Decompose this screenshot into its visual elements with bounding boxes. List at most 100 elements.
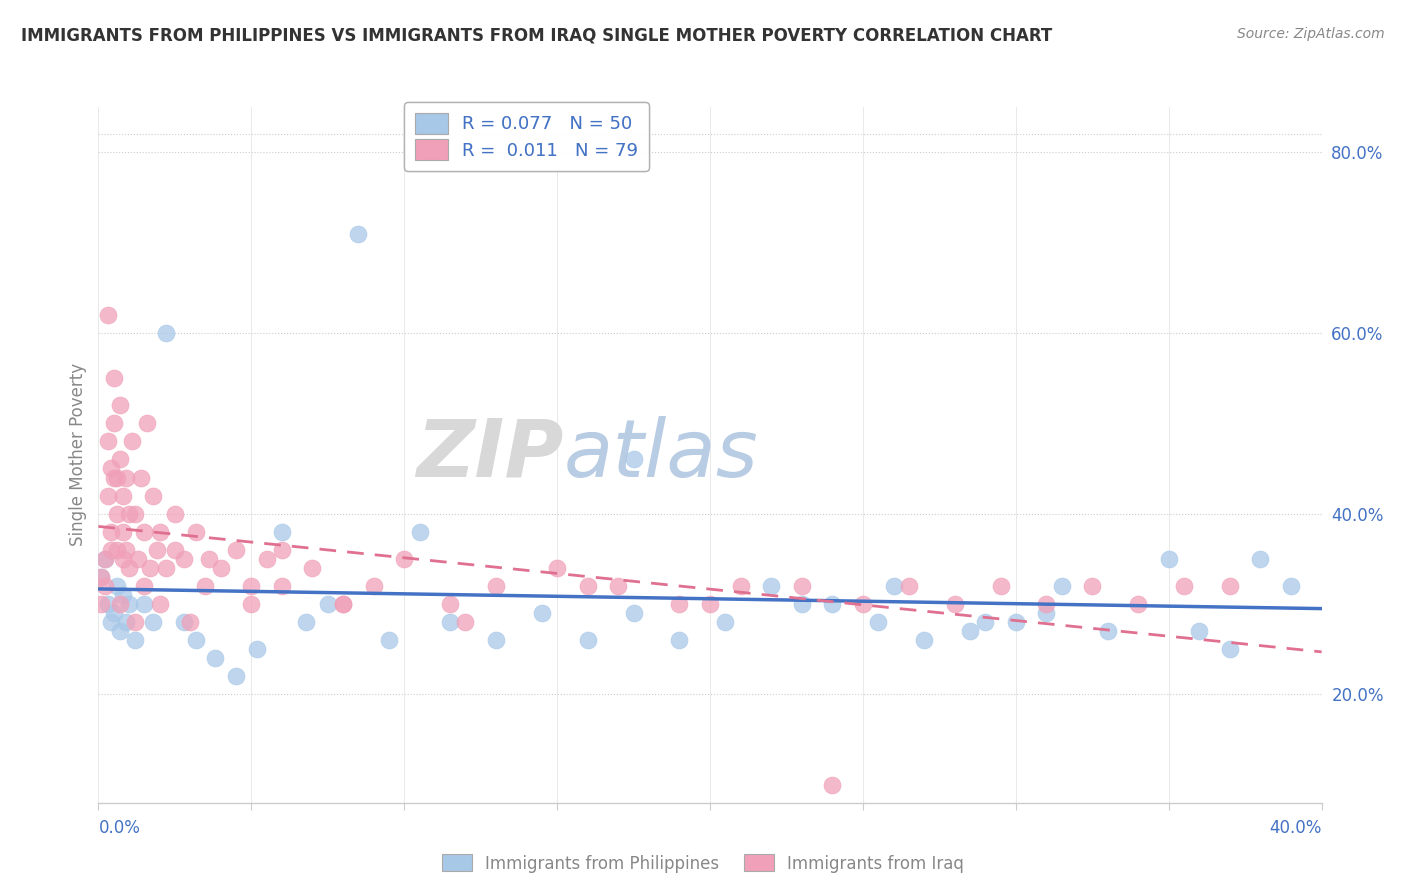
Point (623, 606, 645, 620)
Point (225, 669, 247, 683)
Point (103, 417, 125, 431)
Point (1219, 579, 1241, 593)
Point (852, 597, 875, 611)
Point (270, 579, 292, 593)
Point (240, 597, 263, 611)
Point (115, 615, 138, 629)
Point (105, 542, 128, 557)
Point (943, 597, 966, 611)
Point (295, 615, 318, 629)
Text: 0.0%: 0.0% (98, 819, 141, 837)
Point (225, 542, 247, 557)
Point (332, 597, 354, 611)
Point (485, 633, 508, 648)
Point (439, 597, 461, 611)
Point (127, 551, 149, 566)
Point (163, 507, 186, 521)
Point (173, 551, 195, 566)
Point (270, 524, 292, 539)
Point (790, 579, 813, 593)
Point (1249, 551, 1271, 566)
Point (270, 542, 292, 557)
Point (124, 633, 146, 648)
Point (129, 470, 152, 484)
Point (155, 326, 177, 340)
Point (699, 597, 721, 611)
Point (1279, 579, 1302, 593)
Point (256, 551, 278, 566)
Text: IMMIGRANTS FROM PHILIPPINES VS IMMIGRANTS FROM IRAQ SINGLE MOTHER POVERTY CORREL: IMMIGRANTS FROM PHILIPPINES VS IMMIGRANT… (21, 27, 1052, 45)
Point (378, 633, 401, 648)
Point (668, 597, 690, 611)
Point (111, 588, 134, 602)
Point (149, 524, 172, 539)
Point (97, 308, 120, 322)
Point (105, 470, 128, 484)
Point (179, 615, 201, 629)
Point (1157, 551, 1180, 566)
Point (134, 524, 156, 539)
Point (118, 561, 141, 575)
Text: Source: ZipAtlas.com: Source: ZipAtlas.com (1237, 27, 1385, 41)
Point (576, 579, 599, 593)
Legend: Immigrants from Philippines, Immigrants from Iraq: Immigrants from Philippines, Immigrants … (434, 847, 972, 880)
Point (759, 579, 782, 593)
Point (121, 434, 143, 449)
Point (959, 624, 981, 639)
Point (1081, 579, 1104, 593)
Point (897, 579, 920, 593)
Point (530, 606, 553, 620)
Point (1219, 642, 1241, 657)
Point (821, 778, 844, 792)
Point (1173, 579, 1195, 593)
Point (1050, 579, 1073, 593)
Point (1004, 615, 1026, 629)
Point (108, 398, 131, 412)
Point (392, 551, 416, 566)
Point (103, 470, 125, 484)
Point (100, 461, 122, 475)
Point (714, 615, 737, 629)
Point (134, 597, 156, 611)
Point (990, 579, 1012, 593)
Point (912, 633, 935, 648)
Point (90, 570, 112, 584)
Point (100, 615, 122, 629)
Point (105, 579, 128, 593)
Point (240, 579, 263, 593)
Point (124, 615, 146, 629)
Point (118, 597, 141, 611)
Point (155, 561, 177, 575)
Point (197, 551, 219, 566)
Point (115, 470, 138, 484)
Point (316, 597, 339, 611)
Y-axis label: Single Mother Poverty: Single Mother Poverty (69, 363, 87, 547)
Point (149, 597, 172, 611)
Point (668, 633, 690, 648)
Point (118, 507, 141, 521)
Point (108, 597, 131, 611)
Point (883, 579, 905, 593)
Point (97, 434, 120, 449)
Text: 40.0%: 40.0% (1270, 819, 1322, 837)
Point (115, 542, 138, 557)
Point (136, 417, 159, 431)
Point (173, 615, 195, 629)
Point (93, 551, 115, 566)
Point (186, 524, 208, 539)
Point (204, 651, 226, 665)
Point (246, 642, 269, 657)
Point (108, 452, 131, 467)
Point (108, 624, 131, 639)
Point (97, 597, 120, 611)
Point (1035, 597, 1057, 611)
Point (105, 507, 128, 521)
Point (111, 524, 134, 539)
Point (97, 489, 120, 503)
Text: ZIP: ZIP (416, 416, 564, 494)
Point (1128, 597, 1150, 611)
Point (139, 561, 162, 575)
Point (134, 579, 156, 593)
Point (111, 489, 134, 503)
Point (124, 507, 146, 521)
